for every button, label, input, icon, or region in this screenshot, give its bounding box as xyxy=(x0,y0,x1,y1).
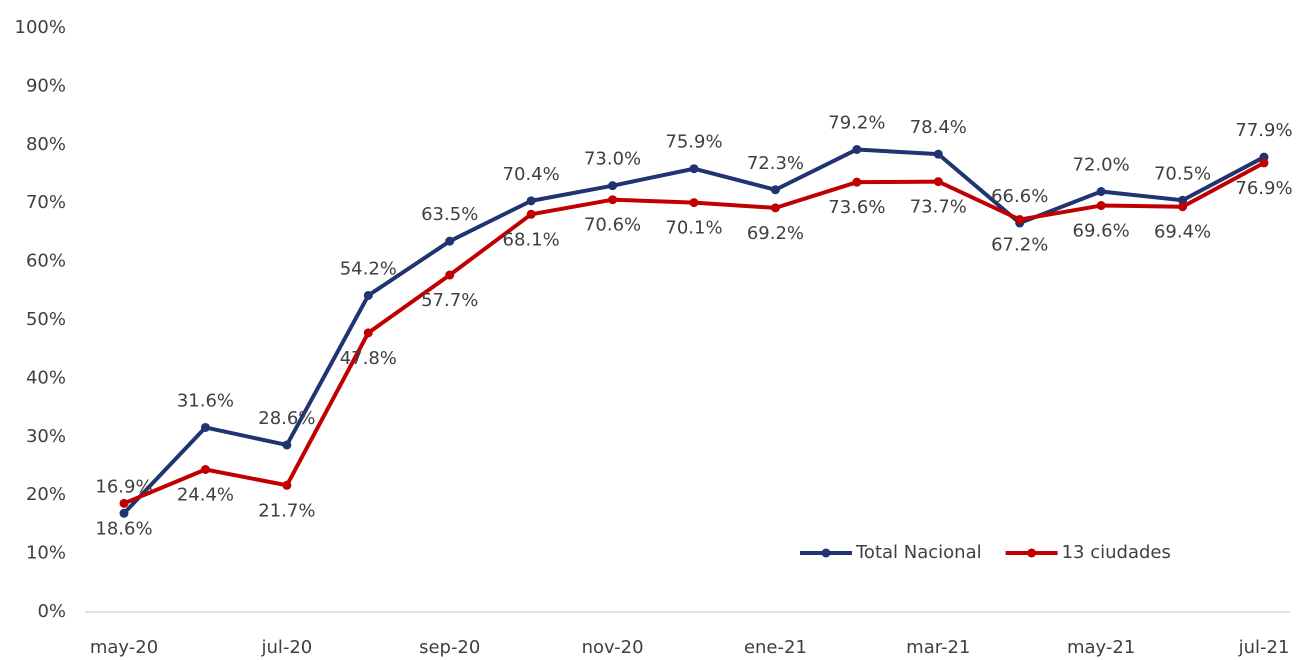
data-label: 77.9% xyxy=(1235,120,1292,141)
data-label: 72.3% xyxy=(747,153,804,174)
x-tick-label: sep-20 xyxy=(419,637,480,658)
data-point xyxy=(1096,187,1106,197)
data-label: 68.1% xyxy=(503,229,560,250)
data-label: 31.6% xyxy=(177,390,234,411)
data-point xyxy=(1015,215,1025,225)
data-label: 24.4% xyxy=(177,485,234,506)
data-label: 16.9% xyxy=(95,476,152,497)
y-tick-label: 80% xyxy=(26,134,66,155)
data-label: 18.6% xyxy=(95,518,152,539)
data-point xyxy=(1096,201,1106,211)
data-point xyxy=(933,149,943,159)
y-tick-label: 90% xyxy=(26,75,66,96)
data-label: 73.6% xyxy=(828,197,885,218)
y-tick-label: 60% xyxy=(26,251,66,272)
data-label: 63.5% xyxy=(421,204,478,225)
data-point xyxy=(770,203,780,213)
data-point xyxy=(282,480,292,490)
y-tick-label: 70% xyxy=(26,192,66,213)
x-tick-label: jul-20 xyxy=(260,637,312,658)
data-label: 79.2% xyxy=(828,112,885,133)
data-label: 69.2% xyxy=(747,223,804,244)
data-point xyxy=(282,440,292,450)
y-tick-label: 20% xyxy=(26,484,66,505)
data-point xyxy=(933,177,943,187)
data-label: 21.7% xyxy=(258,500,315,521)
y-tick-label: 10% xyxy=(26,543,66,564)
data-label: 70.5% xyxy=(1154,163,1211,184)
x-tick-label: may-20 xyxy=(90,637,158,658)
data-point xyxy=(1259,158,1269,168)
data-label: 70.4% xyxy=(503,164,560,185)
data-label: 70.1% xyxy=(665,218,722,239)
data-point xyxy=(689,198,699,208)
legend-marker xyxy=(1027,548,1037,558)
data-label: 66.6% xyxy=(991,186,1048,207)
data-point xyxy=(608,181,618,191)
data-label: 78.4% xyxy=(910,117,967,138)
y-tick-label: 50% xyxy=(26,309,66,330)
data-point xyxy=(852,144,862,154)
data-label: 73.7% xyxy=(910,197,967,218)
data-point xyxy=(119,498,129,508)
data-point xyxy=(445,236,455,246)
legend-label: 13 ciudades xyxy=(1062,542,1171,563)
data-point xyxy=(608,195,618,205)
y-tick-label: 100% xyxy=(15,17,66,38)
data-label: 73.0% xyxy=(584,149,641,170)
data-point xyxy=(363,290,373,300)
data-point xyxy=(770,185,780,195)
data-point xyxy=(526,196,536,206)
x-tick-label: nov-20 xyxy=(582,637,644,658)
data-point xyxy=(119,508,129,518)
data-point xyxy=(526,209,536,219)
legend-label: Total Nacional xyxy=(855,542,982,563)
x-tick-label: may-21 xyxy=(1067,637,1135,658)
data-label: 69.4% xyxy=(1154,222,1211,243)
data-label: 47.8% xyxy=(340,348,397,369)
data-label: 70.6% xyxy=(584,215,641,236)
x-tick-label: jul-21 xyxy=(1238,637,1290,658)
data-point xyxy=(852,177,862,187)
data-point xyxy=(200,465,210,475)
series-line xyxy=(123,161,1265,506)
data-label: 54.2% xyxy=(340,258,397,279)
data-label: 76.9% xyxy=(1235,178,1292,199)
y-tick-label: 40% xyxy=(26,367,66,388)
legend-marker xyxy=(821,548,831,558)
data-point xyxy=(363,328,373,338)
data-label: 57.7% xyxy=(421,290,478,311)
data-label: 67.2% xyxy=(991,235,1048,256)
x-tick-label: ene-21 xyxy=(744,637,807,658)
data-point xyxy=(1178,202,1188,212)
data-label: 75.9% xyxy=(665,132,722,153)
y-tick-label: 30% xyxy=(26,426,66,447)
data-label: 69.6% xyxy=(1073,221,1130,242)
data-point xyxy=(1178,195,1188,205)
data-point xyxy=(200,422,210,432)
data-point xyxy=(689,164,699,174)
data-label: 28.6% xyxy=(258,408,315,429)
x-tick-label: mar-21 xyxy=(906,637,970,658)
data-label: 72.0% xyxy=(1073,155,1130,176)
y-tick-label: 0% xyxy=(37,601,66,622)
data-point xyxy=(445,270,455,280)
